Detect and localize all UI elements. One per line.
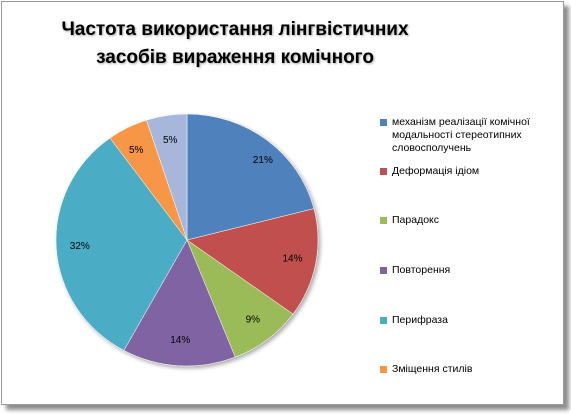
legend-swatch: [380, 168, 387, 175]
chart-title-line-2: засобів вираження комічного: [96, 47, 374, 68]
data-label-1: 21%: [253, 155, 273, 166]
pie-slice-4: [123, 239, 236, 367]
legend-item-5: Перифраза: [380, 314, 557, 327]
legend-swatch: [380, 217, 387, 224]
pie-slice-7: [146, 113, 188, 241]
legend-label: Зміщення стилів: [392, 363, 473, 375]
legend-swatch: [380, 267, 387, 274]
data-label-2: 14%: [283, 254, 303, 265]
pie-slice-2: [186, 208, 319, 315]
legend-label: Деформація ідіом: [392, 165, 480, 177]
chart-title-line-1: Частота використання лінгвістичних: [61, 19, 409, 40]
data-label-5: 32%: [70, 241, 90, 252]
legend-item-2: Деформація ідіом: [380, 165, 557, 178]
legend-item-6: Зміщення стилів: [380, 363, 557, 376]
legend-label: механізм реалізації комічної модальності…: [392, 116, 530, 154]
pie-slice-1: [186, 113, 315, 241]
data-label-6: 5%: [129, 145, 144, 156]
data-label-4: 14%: [170, 335, 190, 346]
legend-label: Парадокс: [392, 214, 439, 226]
pie-slice-5: [55, 137, 188, 351]
legend-label: Перифраза: [392, 314, 448, 326]
legend-item-3: Парадокс: [380, 214, 557, 227]
data-label-3: 9%: [246, 314, 261, 325]
legend-item-1: механізм реалізації комічної модальності…: [380, 116, 557, 155]
legend-label: Повторення: [392, 264, 451, 276]
legend-swatch: [380, 366, 387, 373]
legend-swatch: [380, 119, 387, 126]
legend-swatch: [380, 317, 387, 324]
data-label-7: 5%: [163, 135, 178, 146]
chart-title: Частота використання лінгвістичних засоб…: [0, 16, 470, 72]
legend-item-4: Повторення: [380, 264, 557, 277]
